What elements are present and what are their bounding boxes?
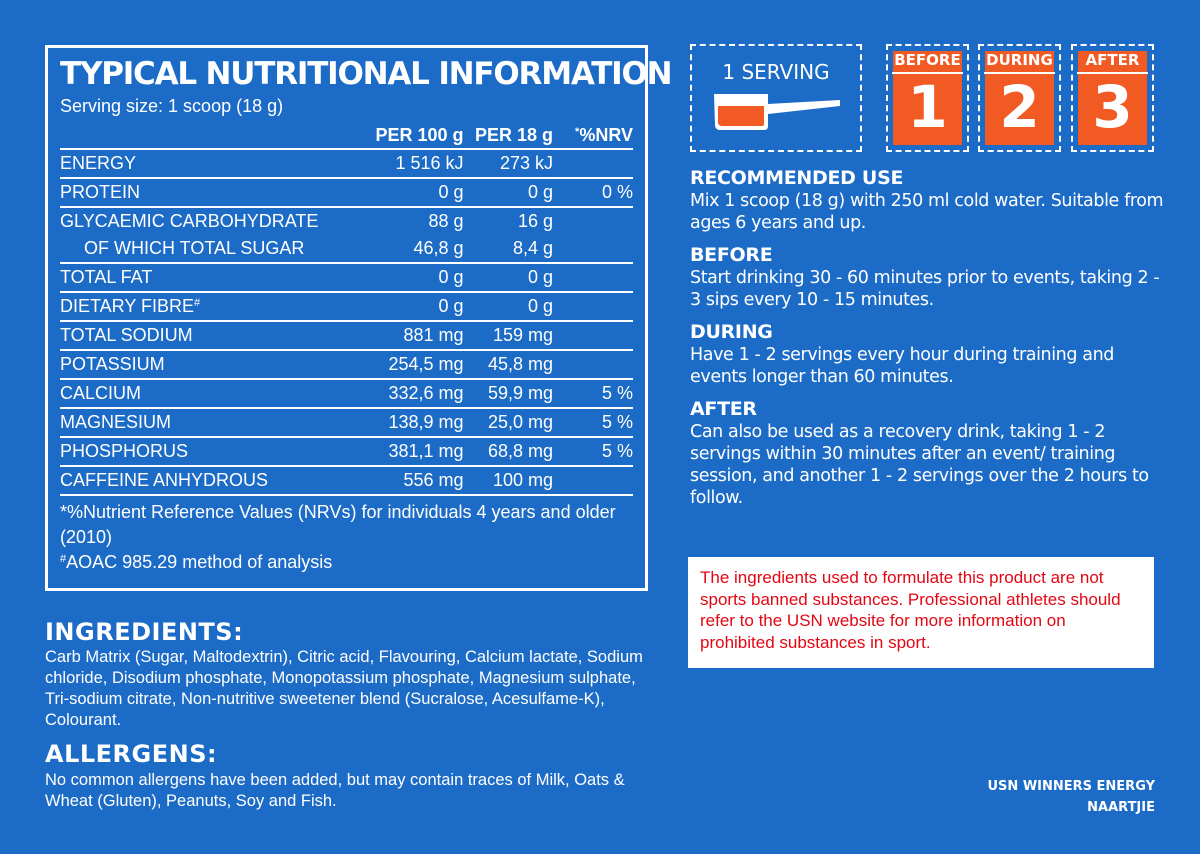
usage-heading-before: BEFORE xyxy=(690,244,773,266)
row-per18: 68,8 mg xyxy=(463,437,554,467)
banned-substances-notice: The ingredients used to formulate this p… xyxy=(688,557,1154,668)
table-row: ENERGY 1 516 kJ 273 kJ xyxy=(60,149,633,179)
row-label: GLYCAEMIC CARBOHYDRATE OF WHICH TOTAL SU… xyxy=(60,207,319,264)
scoop-icon xyxy=(714,94,840,130)
row-per100: 881 mg xyxy=(318,321,464,351)
row-label: PHOSPHORUS xyxy=(60,437,319,467)
step-during: DURING 2 xyxy=(978,44,1061,152)
usage-heading-during: DURING xyxy=(690,321,773,343)
usage-instructions: RECOMMENDED USE Mix 1 scoop (18 g) with … xyxy=(690,167,1170,519)
row-per18: 273 kJ xyxy=(463,149,554,179)
step-number: 1 xyxy=(907,73,948,141)
row-label: ENERGY xyxy=(60,149,319,179)
serving-indicator: 1 SERVING xyxy=(690,44,862,152)
table-row: TOTAL FAT 0 g 0 g xyxy=(60,263,633,293)
row-per18: 100 mg xyxy=(463,466,554,496)
row-per100: 0 g xyxy=(318,178,464,208)
usage-text-after: Can also be used as a recovery drink, ta… xyxy=(690,422,1149,508)
table-row: CAFFEINE ANHYDROUS 556 mg 100 mg xyxy=(60,466,633,496)
row-label: MAGNESIUM xyxy=(60,408,319,438)
row-per18: 0 g xyxy=(463,263,554,293)
nutrition-title: TYPICAL NUTRITIONAL INFORMATION xyxy=(60,56,673,92)
row-per18: 45,8 mg xyxy=(463,350,554,380)
row-per18: 0 g xyxy=(463,292,554,322)
row-label: DIETARY FIBRE# xyxy=(60,292,319,322)
usage-text-during: Have 1 - 2 servings every hour during tr… xyxy=(690,345,1114,387)
row-per100: 381,1 mg xyxy=(318,437,464,467)
row-per100: 88 g 46,8 g xyxy=(318,207,464,264)
serving-label: 1 SERVING xyxy=(722,60,830,84)
usage-text-before: Start drinking 30 - 60 minutes prior to … xyxy=(690,268,1160,310)
row-nrv xyxy=(553,207,633,264)
header-per-100g: PER 100 g xyxy=(318,121,464,150)
brand-block: USN WINNERS ENERGY NAARTJIE xyxy=(988,776,1156,818)
row-nrv: 5 % xyxy=(553,408,633,438)
table-row: PHOSPHORUS 381,1 mg 68,8 mg 5 % xyxy=(60,437,633,467)
row-per18: 0 g xyxy=(463,178,554,208)
row-nrv: 5 % xyxy=(553,379,633,409)
row-label: TOTAL FAT xyxy=(60,263,319,293)
row-per100: 1 516 kJ xyxy=(318,149,464,179)
step-label: AFTER xyxy=(1085,51,1140,69)
usage-text-recommended: Mix 1 scoop (18 g) with 250 ml cold wate… xyxy=(690,191,1164,233)
row-per18: 25,0 mg xyxy=(463,408,554,438)
table-row: PROTEIN 0 g 0 g 0 % xyxy=(60,178,633,208)
header-per-18g: PER 18 g xyxy=(463,121,554,150)
table-row: POTASSIUM 254,5 mg 45,8 mg xyxy=(60,350,633,380)
row-per100: 556 mg xyxy=(318,466,464,496)
nutrition-header-row: PER 100 g PER 18 g *%NRV xyxy=(60,121,633,150)
table-row: GLYCAEMIC CARBOHYDRATE OF WHICH TOTAL SU… xyxy=(60,207,633,264)
row-nrv xyxy=(553,292,633,322)
carb-label: GLYCAEMIC CARBOHYDRATE xyxy=(60,211,319,231)
row-per18: 59,9 mg xyxy=(463,379,554,409)
row-per100: 254,5 mg xyxy=(318,350,464,380)
row-label: PROTEIN xyxy=(60,178,319,208)
table-row: MAGNESIUM 138,9 mg 25,0 mg 5 % xyxy=(60,408,633,438)
footnote-aoac: #AOAC 985.29 method of analysis xyxy=(60,552,333,572)
step-number: 2 xyxy=(999,73,1040,141)
step-label: BEFORE xyxy=(894,51,961,69)
ingredients-heading: INGREDIENTS: xyxy=(45,618,244,646)
table-row: DIETARY FIBRE# 0 g 0 g xyxy=(60,292,633,322)
nutrition-footnotes: *%Nutrient Reference Values (NRVs) for i… xyxy=(60,500,633,575)
product-name: USN WINNERS ENERGY xyxy=(987,779,1156,794)
row-nrv xyxy=(553,321,633,351)
row-label: TOTAL SODIUM xyxy=(60,321,319,351)
step-before: BEFORE 1 xyxy=(886,44,969,152)
row-nrv: 5 % xyxy=(553,437,633,467)
row-nrv xyxy=(553,149,633,179)
row-per18: 16 g 8,4 g xyxy=(463,207,554,264)
row-per100: 138,9 mg xyxy=(318,408,464,438)
row-nrv: 0 % xyxy=(553,178,633,208)
step-label: DURING xyxy=(986,51,1053,69)
row-label: POTASSIUM xyxy=(60,350,319,380)
allergens-text: No common allergens have been added, but… xyxy=(45,771,625,810)
row-nrv xyxy=(553,350,633,380)
table-row: TOTAL SODIUM 881 mg 159 mg xyxy=(60,321,633,351)
row-nrv xyxy=(553,466,633,496)
usage-heading-recommended: RECOMMENDED USE xyxy=(690,167,904,189)
row-per18: 159 mg xyxy=(463,321,554,351)
row-per100: 332,6 mg xyxy=(318,379,464,409)
nutrition-table: PER 100 g PER 18 g *%NRV ENERGY 1 516 kJ… xyxy=(60,121,633,496)
sugar-label: OF WHICH TOTAL SUGAR xyxy=(84,238,305,258)
flavour-name: NAARTJIE xyxy=(1087,800,1155,815)
row-label: CAFFEINE ANHYDROUS xyxy=(60,466,319,496)
step-number: 3 xyxy=(1092,73,1133,141)
header-label xyxy=(60,121,319,150)
row-label: CALCIUM xyxy=(60,379,319,409)
usage-heading-after: AFTER xyxy=(690,398,757,420)
row-nrv xyxy=(553,263,633,293)
row-per100: 0 g xyxy=(318,263,464,293)
table-row: CALCIUM 332,6 mg 59,9 mg 5 % xyxy=(60,379,633,409)
footnote-nrv: *%Nutrient Reference Values (NRVs) for i… xyxy=(60,502,616,547)
nutrition-panel: TYPICAL NUTRITIONAL INFORMATION Serving … xyxy=(45,45,673,591)
header-nrv: *%NRV xyxy=(553,121,633,150)
allergens-heading: ALLERGENS: xyxy=(45,740,218,768)
step-after: AFTER 3 xyxy=(1071,44,1154,152)
row-per100: 0 g xyxy=(318,292,464,322)
serving-size: Serving size: 1 scoop (18 g) xyxy=(60,96,284,116)
ingredients-text: Carb Matrix (Sugar, Maltodextrin), Citri… xyxy=(45,648,643,729)
